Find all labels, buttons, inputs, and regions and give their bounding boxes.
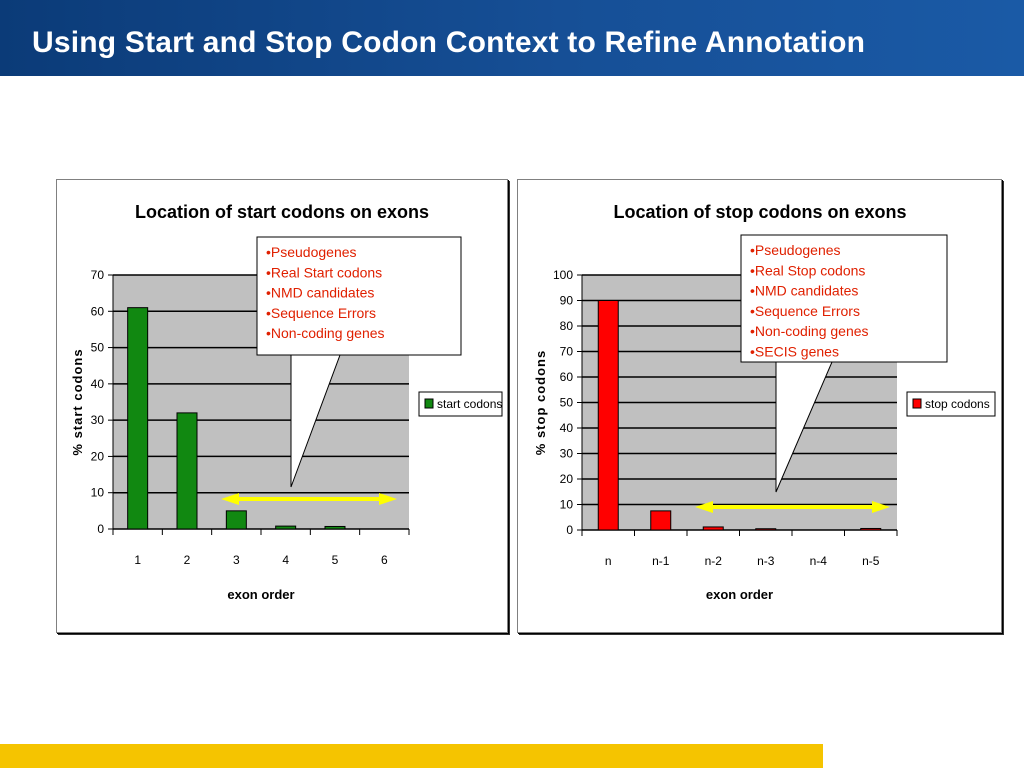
start-y-tick-label: 40 bbox=[91, 377, 105, 391]
stop-x-tick-label: n-5 bbox=[862, 554, 880, 568]
stop-y-tick-label: 90 bbox=[560, 294, 574, 308]
start-range-arrow-left-head bbox=[221, 493, 239, 505]
stop-y-tick-label: 20 bbox=[560, 472, 574, 486]
stop-callout-line: •Pseudogenes bbox=[750, 242, 841, 258]
stop-callout-line: •Real Stop codons bbox=[750, 262, 865, 278]
start-y-tick-label: 10 bbox=[91, 486, 105, 500]
start-x-tick-label: 6 bbox=[381, 553, 388, 567]
start-y-tick-label: 0 bbox=[97, 522, 104, 536]
stop-x-tick-label: n-4 bbox=[810, 554, 828, 568]
start-bar-1 bbox=[127, 307, 149, 530]
start-callout-line: •Real Start codons bbox=[266, 264, 382, 280]
stop-chart-title: Location of stop codons on exons bbox=[613, 202, 906, 222]
start-callout-line: •Non-coding genes bbox=[266, 325, 385, 341]
stop-y-tick-label: 100 bbox=[553, 268, 573, 282]
start-callout-line: •NMD candidates bbox=[266, 285, 374, 301]
start-x-tick-label: 5 bbox=[332, 553, 339, 567]
stop-y-axis-label: % stop codons bbox=[533, 350, 548, 455]
stop-y-tick-label: 80 bbox=[560, 319, 574, 333]
stop-callout bbox=[740, 234, 948, 493]
stop-y-tick-label: 70 bbox=[560, 345, 574, 359]
stop-codon-chart: Location of stop codons on exons 0 10 20 30 4… bbox=[533, 202, 996, 602]
start-y-tick-label: 50 bbox=[91, 341, 105, 355]
start-chart-title: Location of start codons on exons bbox=[135, 202, 429, 222]
start-callout-line: •Pseudogenes bbox=[266, 244, 357, 260]
stop-codon-chart-panel: Location of stop codons on exons 0 10 20 30 4… bbox=[517, 179, 1002, 633]
start-x-tick-label: 3 bbox=[233, 553, 240, 567]
start-callout-line: •Sequence Errors bbox=[266, 305, 376, 321]
stop-y-tick-label: 50 bbox=[560, 396, 574, 410]
start-y-tick-label: 60 bbox=[91, 304, 105, 318]
start-y-axis-label: % start codons bbox=[70, 348, 85, 455]
stop-y-tick-label: 60 bbox=[560, 370, 574, 384]
start-x-tick-label: 1 bbox=[134, 553, 141, 567]
stop-legend-label: stop codons bbox=[925, 397, 990, 411]
title-bar: Using Start and Stop Codon Context to Re… bbox=[0, 0, 1024, 76]
stop-bar-n-1 bbox=[650, 510, 672, 531]
stop-legend-swatch bbox=[912, 398, 922, 409]
start-y-tick-label: 30 bbox=[91, 413, 105, 427]
start-legend-label: start codons bbox=[437, 397, 502, 411]
stop-y-tick-label: 30 bbox=[560, 447, 574, 461]
stop-x-tick-label: n bbox=[605, 554, 612, 568]
start-x-tick-label: 4 bbox=[282, 553, 289, 567]
start-y-tick-label: 70 bbox=[91, 268, 105, 282]
stop-callout-line: •NMD candidates bbox=[750, 283, 858, 299]
stop-legend bbox=[906, 391, 996, 417]
slide-title: Using Start and Stop Codon Context to Re… bbox=[32, 26, 866, 59]
start-x-axis-label: exon order bbox=[227, 587, 294, 602]
start-x-tick-label: 2 bbox=[184, 553, 191, 567]
stop-x-tick-label: n-1 bbox=[652, 554, 670, 568]
stop-callout-line: •SECIS genes bbox=[750, 344, 839, 360]
stop-x-tick-label: n-3 bbox=[757, 554, 775, 568]
start-bar-3 bbox=[225, 510, 247, 530]
stop-y-tick-label: 10 bbox=[560, 498, 574, 512]
stop-bar-n-3 bbox=[755, 528, 777, 531]
stop-y-tick-label: 0 bbox=[566, 523, 573, 537]
start-range-arrow-right-head bbox=[379, 493, 397, 505]
start-bar-5 bbox=[324, 525, 346, 530]
start-y-tick-label: 20 bbox=[91, 449, 105, 463]
footer-bar bbox=[0, 744, 823, 768]
start-codon-chart-panel: Location of start codons on exons 0 10 20 30… bbox=[56, 179, 508, 633]
stop-range-arrow-right-head bbox=[872, 501, 890, 513]
start-bar-2 bbox=[176, 412, 198, 530]
stop-callout-line: •Non-coding genes bbox=[750, 323, 869, 339]
stop-bar-n-2 bbox=[702, 526, 724, 531]
start-callout bbox=[256, 236, 462, 488]
stop-callout-line: •Sequence Errors bbox=[750, 303, 860, 319]
start-legend-swatch bbox=[424, 398, 434, 409]
stop-bar-n-5 bbox=[860, 527, 882, 531]
start-codon-chart: Location of start codons on exons 0 10 20 30… bbox=[70, 202, 503, 602]
stop-x-tick-label: n-2 bbox=[705, 554, 723, 568]
stop-x-axis-label: exon order bbox=[706, 587, 773, 602]
stop-range-arrow-left-head bbox=[695, 501, 713, 513]
stop-bar-n bbox=[597, 300, 619, 531]
start-bar-4 bbox=[275, 525, 297, 530]
stop-y-tick-label: 40 bbox=[560, 421, 574, 435]
